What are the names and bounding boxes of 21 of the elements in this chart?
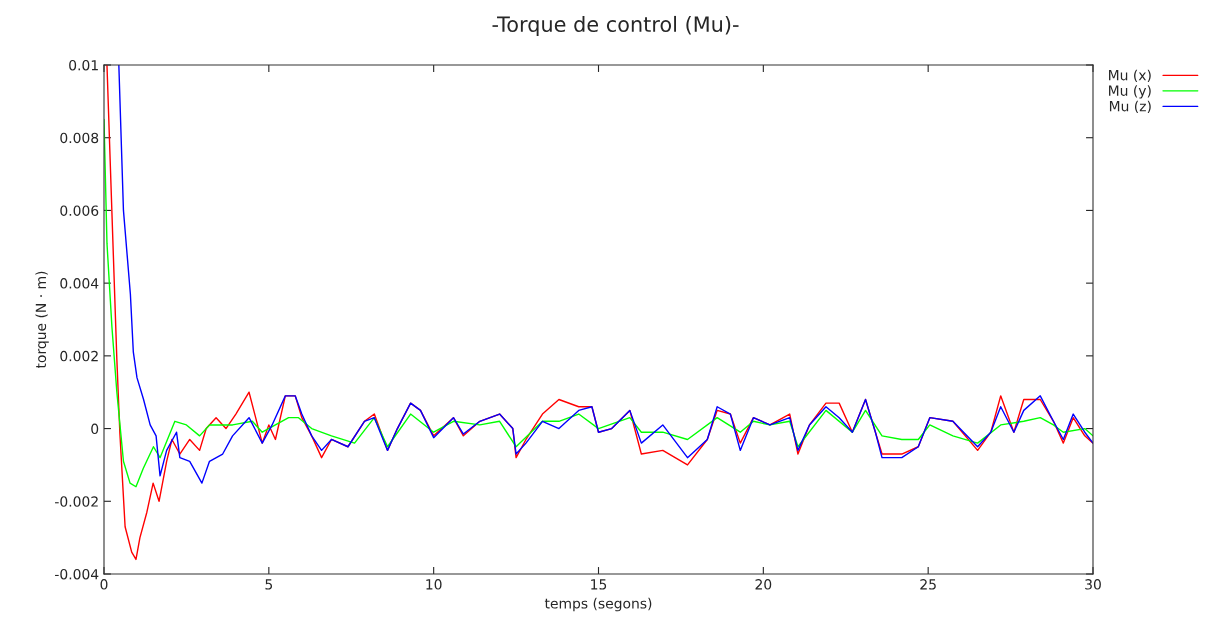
y-tick-label: 0.004 [60, 278, 99, 289]
x-tick-label: 20 [755, 579, 772, 590]
y-tick-label: 0.008 [60, 132, 99, 144]
x-tick-label: 25 [920, 579, 936, 590]
y-tick-label: 0.006 [60, 205, 99, 216]
y-tick-label: 0 [91, 423, 99, 435]
chart-title: -Torque de control (Mu)- [492, 15, 739, 37]
y-tick-label: 0.01 [69, 59, 98, 71]
x-tick-label: 15 [591, 579, 607, 590]
y-tick-label: -0.002 [55, 496, 98, 507]
legend-label: Mu (x) [1109, 69, 1151, 83]
legend-label: Mu (y) [1109, 85, 1151, 99]
x-tick-label: 10 [426, 579, 442, 590]
x-tick-label: 5 [265, 579, 273, 590]
legend-label: Mu (z) [1109, 100, 1151, 114]
x-tick-label: 0 [100, 579, 108, 590]
x-tick-label: 30 [1085, 579, 1101, 590]
y-axis-title: torque (N · m) [35, 271, 49, 369]
y-tick-label: 0.002 [60, 350, 98, 362]
y-tick-label: -0.004 [55, 568, 99, 580]
x-axis-title: temps (segons) [544, 597, 652, 612]
